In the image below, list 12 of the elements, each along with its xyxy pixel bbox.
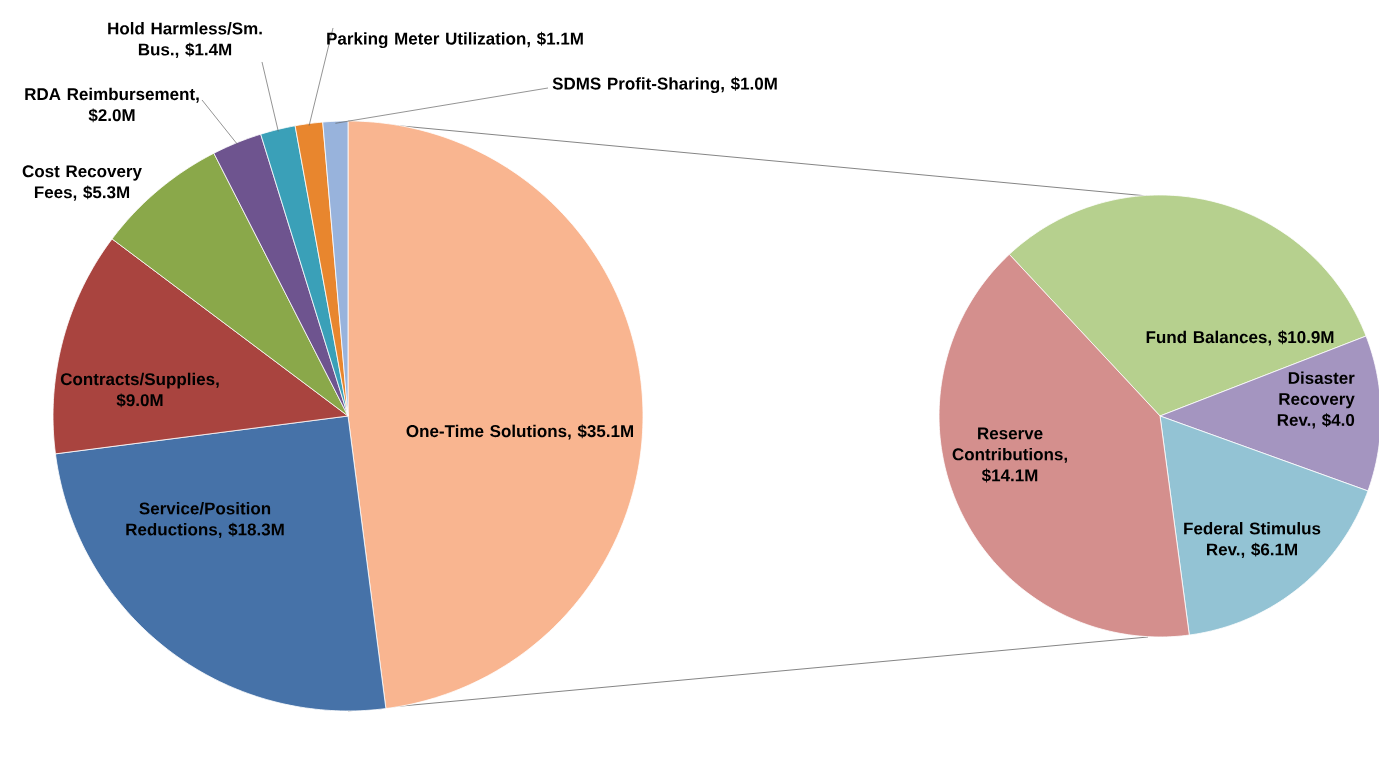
slice-label: Service/Position Reductions, $18.3M <box>126 502 284 538</box>
slice-label: Fund Balances, $10.9M <box>1146 330 1334 346</box>
slice-label: Parking Meter Utilization, $1.1M <box>327 31 583 49</box>
slice-label: Federal Stimulus Rev., $6.1M <box>1184 522 1321 558</box>
slice-label: Cost Recovery Fees, $5.3M <box>22 165 142 201</box>
slice-label: Disaster Recovery Rev., $4.0 <box>1277 371 1355 429</box>
slice-label: Hold Harmless/Sm. Bus., $1.4M <box>108 22 262 58</box>
slice-label: One-Time Solutions, $35.1M <box>406 424 634 440</box>
slice-label: Reserve Contributions, $14.1M <box>952 427 1067 483</box>
slice-label: Contracts/Supplies, $9.0M <box>60 372 219 408</box>
slice-label: RDA Reimbursement, $2.0M <box>25 87 199 123</box>
slice-label: SDMS Profit-Sharing, $1.0M <box>552 76 777 94</box>
